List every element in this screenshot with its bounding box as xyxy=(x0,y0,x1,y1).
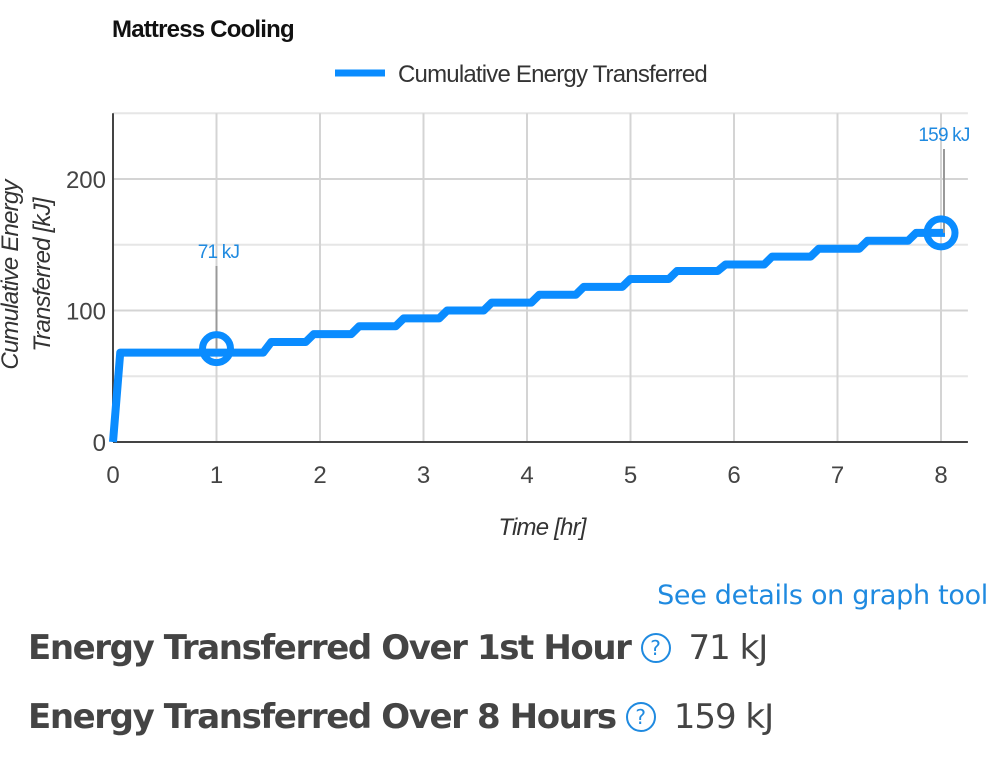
x-tick-label: 8 xyxy=(934,462,947,489)
grid xyxy=(113,112,968,442)
mattress-cooling-chart: Mattress Cooling Cumulative Energy Trans… xyxy=(0,16,971,541)
legend-label: Cumulative Energy Transferred xyxy=(398,61,707,88)
x-tick-label: 7 xyxy=(831,462,844,489)
annotations[interactable]: 71 kJ 159 kJ xyxy=(198,125,971,367)
annotation-label: 71 kJ xyxy=(198,242,240,263)
highlight-marker[interactable] xyxy=(923,215,959,251)
x-tick-label: 0 xyxy=(106,462,119,489)
annotation-label: 159 kJ xyxy=(918,125,969,146)
metric-value: 71 kJ xyxy=(688,628,769,668)
y-axis-label-line2: Transferred [kJ] xyxy=(29,196,56,352)
y-tick-label: 200 xyxy=(66,167,106,194)
help-icon[interactable]: ? xyxy=(640,633,671,663)
axes xyxy=(112,113,968,443)
energy-line xyxy=(109,228,945,443)
x-tick-label: 6 xyxy=(727,462,740,489)
see-details-link[interactable]: See details on graph tool xyxy=(657,580,988,611)
series-line xyxy=(109,228,945,443)
legend[interactable]: Cumulative Energy Transferred xyxy=(335,61,708,88)
chart-title: Mattress Cooling xyxy=(112,16,294,43)
x-tick-label: 4 xyxy=(520,462,533,489)
metric-first-hour: Energy Transferred Over 1st Hour ? 71 kJ xyxy=(28,628,769,668)
x-tick-label: 2 xyxy=(313,462,326,489)
x-tick-label: 3 xyxy=(417,462,430,489)
metric-eight-hours: Energy Transferred Over 8 Hours ? 159 kJ xyxy=(28,697,774,737)
x-tick-label: 1 xyxy=(210,462,223,489)
x-axis-label: Time [hr] xyxy=(498,514,587,541)
x-tick-label: 5 xyxy=(624,462,637,489)
highlight-marker[interactable] xyxy=(199,331,234,367)
y-axis-label-line1: Cumulative Energy xyxy=(0,178,24,370)
metric-value: 159 kJ xyxy=(673,697,774,737)
help-icon[interactable]: ? xyxy=(625,702,656,732)
chart-svg: Mattress Cooling Cumulative Energy Trans… xyxy=(0,16,971,541)
metric-label: Energy Transferred Over 8 Hours xyxy=(28,697,617,737)
y-tick-label: 0 xyxy=(93,430,106,457)
metric-label: Energy Transferred Over 1st Hour xyxy=(28,628,632,668)
y-tick-label: 100 xyxy=(66,299,106,326)
tick-labels: 0 1 2 3 4 5 6 7 8 0 100 200 xyxy=(66,167,948,489)
